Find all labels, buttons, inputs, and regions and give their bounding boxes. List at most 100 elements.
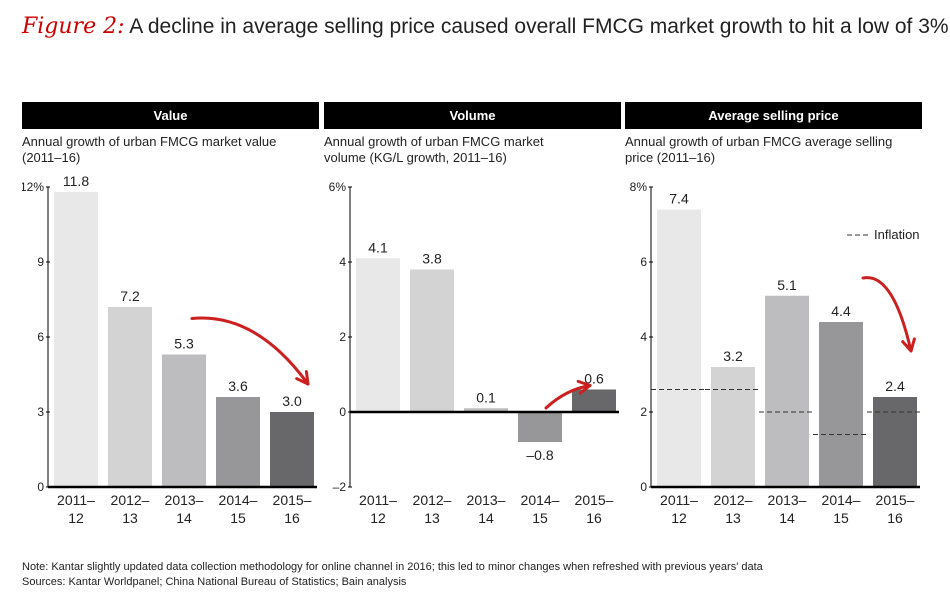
value-label: 11.8 bbox=[63, 173, 89, 189]
value-label: 5.1 bbox=[777, 277, 797, 293]
inflation-legend-label: Inflation bbox=[874, 227, 920, 242]
category-label: 2015– bbox=[575, 492, 614, 508]
subtitle-line: volume (KG/L growth, 2011–16) bbox=[324, 150, 507, 165]
y-tick-label: 0 bbox=[37, 480, 44, 494]
trend-arrow bbox=[190, 316, 310, 386]
y-tick-label: 6 bbox=[640, 255, 647, 269]
y-tick-label: 4 bbox=[640, 330, 647, 344]
value-label: 3.6 bbox=[228, 378, 248, 394]
category-label: 2011– bbox=[660, 492, 698, 508]
bar bbox=[410, 269, 454, 412]
bar bbox=[270, 412, 314, 487]
panel-volume: Volume Annual growth of urban FMCG marke… bbox=[324, 102, 621, 532]
value-chart: 0 3 6 9 12% 11.8 2011– 12 7.2 2012– 13 5.3 2013– 14 3.… bbox=[22, 173, 317, 526]
value-label: 3.8 bbox=[422, 251, 442, 267]
category-label: 2014– bbox=[822, 492, 861, 508]
panel-header-value: Value bbox=[22, 102, 319, 129]
bar bbox=[108, 307, 152, 487]
y-tick-label: 2 bbox=[640, 405, 647, 419]
category-label: 2011– bbox=[359, 492, 397, 508]
category-label: 13 bbox=[725, 510, 741, 526]
category-label: 2012– bbox=[413, 492, 452, 508]
subtitle-line: (2011–16) bbox=[22, 150, 81, 165]
category-label: 13 bbox=[122, 510, 138, 526]
category-label: 2015– bbox=[273, 492, 312, 508]
bar bbox=[356, 258, 400, 412]
panel-subtitle-asp: Annual growth of urban FMCG average sell… bbox=[625, 134, 915, 166]
value-label: 3.0 bbox=[282, 393, 302, 409]
category-label: 2013– bbox=[165, 492, 204, 508]
category-label: 2011– bbox=[57, 492, 95, 508]
panel-subtitle-volume: Annual growth of urban FMCG market volum… bbox=[324, 134, 614, 166]
category-label: 14 bbox=[779, 510, 795, 526]
value-label: 5.3 bbox=[174, 336, 194, 352]
trend-arrow-head bbox=[295, 370, 310, 386]
trend-arrow bbox=[861, 276, 913, 353]
bar bbox=[518, 412, 562, 442]
category-label: 15 bbox=[833, 510, 849, 526]
y-tick-label: 6 bbox=[37, 330, 44, 344]
category-label: 16 bbox=[887, 510, 903, 526]
value-label: 4.1 bbox=[368, 239, 388, 255]
panel-subtitle-value: Annual growth of urban FMCG market value… bbox=[22, 134, 312, 166]
panel-header-volume: Volume bbox=[324, 102, 621, 129]
value-label: 0.1 bbox=[476, 389, 496, 405]
category-label: 2013– bbox=[467, 492, 506, 508]
y-tick-label: 9 bbox=[37, 255, 44, 269]
category-label: 2015– bbox=[876, 492, 915, 508]
category-label: 2012– bbox=[714, 492, 753, 508]
bar bbox=[572, 389, 616, 412]
bar bbox=[54, 192, 98, 487]
bar bbox=[216, 397, 260, 487]
y-tick-label: –2 bbox=[333, 480, 347, 494]
value-label: 7.2 bbox=[120, 288, 140, 304]
category-label: 16 bbox=[284, 510, 300, 526]
panel-header-asp: Average selling price bbox=[625, 102, 922, 129]
y-tick-label: 3 bbox=[37, 405, 44, 419]
category-label: 2013– bbox=[768, 492, 807, 508]
figure-label: Figure 2: bbox=[22, 14, 125, 39]
category-label: 14 bbox=[176, 510, 192, 526]
value-label: 4.4 bbox=[831, 303, 851, 319]
category-label: 15 bbox=[532, 510, 548, 526]
trend-arrow bbox=[544, 384, 592, 410]
category-label: 2014– bbox=[521, 492, 560, 508]
y-tick-label: 4 bbox=[339, 255, 346, 269]
y-tick-label: 0 bbox=[339, 405, 346, 419]
category-label: 14 bbox=[478, 510, 494, 526]
subtitle-line: Annual growth of urban FMCG market value bbox=[22, 134, 277, 149]
figure-title: Figure 2: A decline in average selling p… bbox=[22, 14, 949, 39]
value-label: 0.6 bbox=[584, 371, 604, 387]
y-tick-label: 12% bbox=[22, 180, 44, 194]
bar bbox=[162, 354, 206, 487]
category-label: 12 bbox=[370, 510, 386, 526]
category-label: 2012– bbox=[111, 492, 150, 508]
y-tick-label: 8% bbox=[630, 180, 648, 194]
subtitle-line: price (2011–16) bbox=[625, 150, 716, 165]
category-label: 16 bbox=[586, 510, 602, 526]
value-label: 7.4 bbox=[669, 191, 689, 207]
bar bbox=[765, 295, 809, 487]
y-tick-label: 0 bbox=[640, 480, 647, 494]
category-label: 12 bbox=[68, 510, 84, 526]
y-tick-label: 2 bbox=[339, 330, 346, 344]
panel-asp: Average selling price Annual growth of u… bbox=[625, 102, 922, 532]
category-label: 13 bbox=[424, 510, 440, 526]
category-label: 12 bbox=[671, 510, 687, 526]
trend-arrow-head bbox=[901, 337, 916, 353]
asp-chart: 0 2 4 6 8% 7.4 2011– 12 3.2 2012– 13 5.1 2013– 14 4.4 2… bbox=[630, 180, 922, 526]
bar bbox=[873, 397, 917, 487]
value-label: –0.8 bbox=[526, 447, 553, 463]
figure-heading: A decline in average selling price cause… bbox=[129, 15, 949, 38]
panel-value: Value Annual growth of urban FMCG market… bbox=[22, 102, 319, 532]
value-label: 2.4 bbox=[885, 378, 905, 394]
bar bbox=[657, 209, 701, 487]
value-label: 3.2 bbox=[723, 348, 743, 364]
bar bbox=[711, 367, 755, 487]
volume-chart: –2 0 2 4 6% 4.1 2011– 12 3.8 2012– 13 0.1 2013– 14 –0.… bbox=[329, 180, 619, 526]
category-label: 15 bbox=[230, 510, 246, 526]
subtitle-line: Annual growth of urban FMCG market bbox=[324, 134, 544, 149]
footnote-sources: Sources: Kantar Worldpanel; China Nation… bbox=[22, 576, 407, 588]
subtitle-line: Annual growth of urban FMCG average sell… bbox=[625, 134, 893, 149]
trend-arrow-head bbox=[576, 379, 592, 395]
